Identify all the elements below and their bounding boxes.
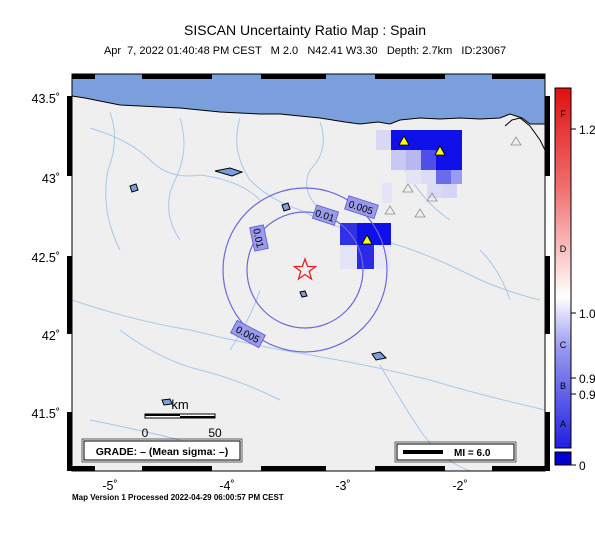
colorbar: F D C B A 1.2 1.0 0.9 0.9 0	[554, 87, 595, 473]
epicenter-star-icon	[292, 257, 318, 281]
contours	[222, 187, 388, 353]
lon-labels: -5˚ -4˚ -3˚ -2˚	[102, 479, 467, 493]
colorbar-value: 0	[579, 459, 586, 473]
sea	[72, 74, 545, 125]
grade-box: GRADE: – (Mean sigma: –)	[81, 438, 243, 463]
mi-text: MI = 6.0	[454, 448, 491, 459]
scale-start: 0	[142, 426, 149, 440]
scale-unit: km	[171, 397, 188, 412]
colorbar-value: 1.0	[579, 307, 595, 321]
rivers	[72, 111, 545, 471]
station-icon	[414, 208, 426, 218]
colorbar-value: 0.9	[579, 372, 595, 386]
lon-label: -2˚	[452, 479, 467, 493]
colorbar-letter: D	[560, 244, 567, 254]
lat-label: 42.5˚	[32, 251, 61, 265]
event-subtitle: Apr 7, 2022 01:40:48 PM CEST M 2.0 N42.4…	[103, 45, 507, 57]
station-active-icon	[434, 145, 446, 156]
reservoirs	[129, 167, 388, 406]
station-active-icon	[361, 234, 373, 245]
lat-labels: 43.5˚ 43˚ 42.5˚ 42˚ 41.5˚	[32, 92, 61, 421]
frame-ticks	[67, 74, 550, 471]
contour-labels: 0.005 0.01 0.01 0.005	[230, 195, 379, 349]
station-active-icon	[398, 135, 410, 146]
contour-label: 0.01	[250, 228, 265, 250]
colorbar-letter: B	[560, 381, 566, 391]
grade-text: GRADE: – (Mean sigma: –)	[96, 446, 228, 458]
stations	[361, 135, 522, 245]
lat-label: 41.5˚	[32, 407, 61, 421]
station-icon	[402, 183, 414, 193]
map-area: 0.005 0.01 0.01 0.005	[72, 74, 545, 471]
scale-end: 50	[208, 426, 222, 440]
map-title: SISCAN Uncertainty Ratio Map : Spain	[184, 22, 426, 38]
station-icon	[384, 205, 396, 215]
station-icon	[426, 192, 438, 202]
lon-label: -3˚	[335, 479, 350, 493]
colorbar-letter: A	[560, 419, 566, 429]
colorbar-value: 0.9	[579, 388, 595, 402]
land	[72, 74, 545, 471]
lat-label: 42˚	[42, 329, 60, 343]
colorbar-value: 1.2	[579, 123, 595, 137]
station-icon	[510, 136, 522, 146]
colorbar-letter: C	[560, 340, 567, 350]
lon-label: -4˚	[219, 479, 234, 493]
lon-label: -5˚	[102, 479, 117, 493]
colorbar-letter: F	[560, 109, 566, 119]
lat-label: 43˚	[42, 172, 60, 186]
map-footer: Map Version 1 Processed 2022-04-29 06:00…	[72, 493, 284, 502]
mi-legend: MI = 6.0	[394, 441, 517, 463]
scale-bar: km 0 50	[142, 397, 222, 440]
lat-label: 43.5˚	[32, 92, 61, 106]
ratio-cells	[340, 130, 462, 269]
